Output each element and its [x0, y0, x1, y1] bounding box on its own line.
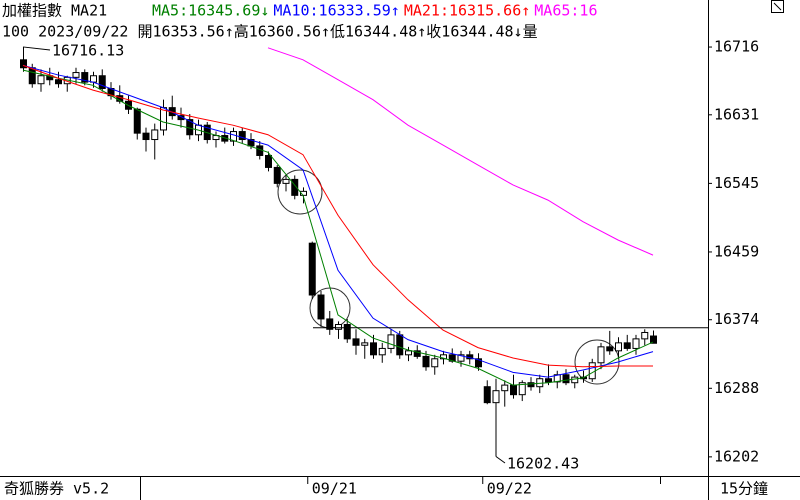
- candle-body: [405, 350, 412, 356]
- y-tick-label: 16631: [714, 105, 759, 123]
- candle-body: [562, 374, 570, 384]
- candle-body: [361, 342, 369, 346]
- ma-line: [22, 64, 654, 378]
- candle-body: [510, 384, 517, 396]
- y-tick-label: 16374: [714, 310, 759, 328]
- candle-body: [413, 350, 421, 357]
- candle-body: [37, 75, 45, 85]
- candle-body: [142, 132, 150, 141]
- candle-body: [343, 324, 351, 340]
- candle-body: [501, 384, 509, 392]
- y-tick-label: 16716: [714, 38, 759, 56]
- app-name: 奇狐勝券 v5.2: [4, 480, 109, 498]
- candle-body: [483, 386, 491, 404]
- candle-body: [623, 342, 631, 349]
- candle-body: [20, 59, 27, 69]
- candle-body: [151, 129, 159, 141]
- ma-label: MA65:16: [534, 2, 597, 20]
- candle-body: [641, 331, 649, 340]
- candle-body: [81, 72, 89, 83]
- candle-body: [317, 294, 325, 320]
- candle-body: [527, 382, 535, 388]
- candle-body: [282, 178, 290, 184]
- ma-label: MA21:16315.66↑: [404, 2, 530, 20]
- candle-body: [265, 154, 272, 168]
- candle-body: [440, 354, 447, 360]
- candle-body: [571, 376, 579, 384]
- candle-body: [387, 334, 395, 349]
- candle-body: [308, 242, 316, 296]
- candle-body: [615, 342, 622, 352]
- min-leader: [495, 456, 506, 464]
- period-label: 15分鐘: [720, 480, 768, 498]
- ma-labels: MA5:16345.69↓ MA10:16333.59↑ MA21:16315.66…: [152, 2, 598, 20]
- y-tick-label: 16459: [714, 242, 759, 260]
- candle-body: [545, 378, 552, 383]
- candle-body: [90, 75, 97, 83]
- candle-body: [378, 347, 386, 356]
- candle-body: [352, 338, 360, 346]
- candle-body: [422, 355, 430, 368]
- min-label: 16202.43: [507, 455, 579, 473]
- max-leader: [22, 46, 51, 51]
- candle-body: [98, 75, 106, 90]
- highlight-circle: [277, 169, 323, 215]
- ma-label: MA5:16345.69↓: [152, 2, 269, 20]
- header-info: 100 2023/09/22 開16353.56↑高16360.56↑低1634…: [2, 23, 538, 41]
- candle-body: [597, 346, 605, 364]
- candle-body: [291, 178, 299, 196]
- candle-body: [273, 166, 281, 184]
- ma-line: [22, 64, 653, 368]
- candle-body: [475, 358, 482, 368]
- candle-body: [588, 362, 596, 380]
- candle-body: [650, 335, 657, 344]
- candle-body: [28, 67, 36, 85]
- y-tick-label: 16288: [714, 379, 759, 397]
- candle-body: [335, 324, 342, 330]
- candle-body: [55, 79, 62, 85]
- y-tick-label: 16545: [714, 174, 759, 192]
- ma-line: [22, 69, 654, 386]
- y-tick-label: 16202: [714, 447, 759, 465]
- candle-body: [492, 390, 500, 404]
- x-tick-label: 09/21: [312, 480, 357, 498]
- ma-line: [267, 47, 654, 256]
- x-tick-label: 09/22: [487, 480, 532, 498]
- candle-body: [518, 382, 526, 396]
- candle-body: [632, 338, 640, 349]
- candle-body: [247, 139, 255, 147]
- candle-body: [230, 131, 237, 142]
- candle-body: [72, 72, 80, 78]
- candle-body: [396, 334, 404, 356]
- ma-label: MA10:16333.59↑: [273, 2, 399, 20]
- candle-body: [238, 131, 246, 141]
- candle-body: [133, 108, 141, 134]
- candle-body: [606, 346, 614, 352]
- header-title: 加權指數 MA21: [2, 2, 107, 20]
- candle-body: [431, 358, 439, 368]
- candle-body: [326, 318, 334, 330]
- plot-area: 16716.13 16202.43: [20, 42, 657, 473]
- window-button-icon: [773, 2, 782, 11]
- max-label: 16716.13: [52, 42, 124, 60]
- candle-body: [370, 342, 377, 356]
- candle-body: [457, 354, 465, 362]
